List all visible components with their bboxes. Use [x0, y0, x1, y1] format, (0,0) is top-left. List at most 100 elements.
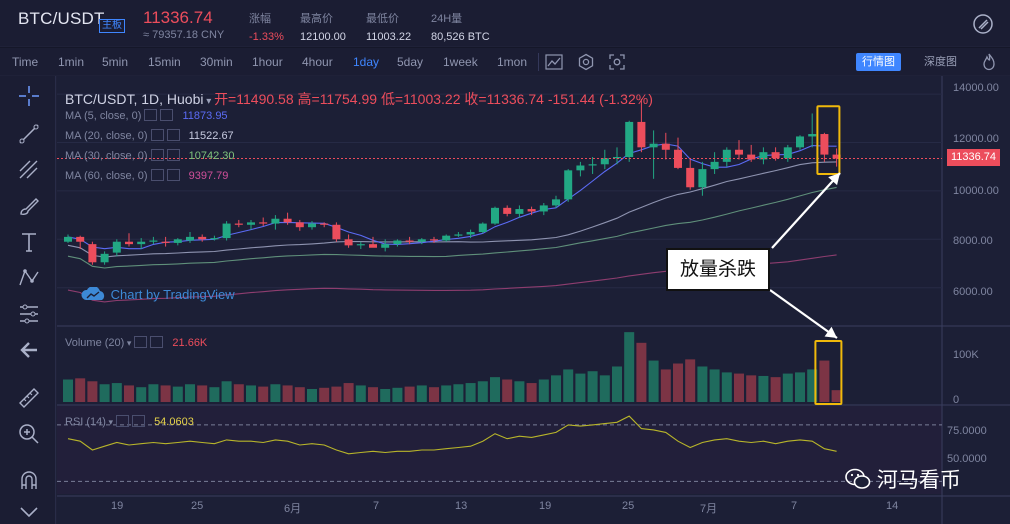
- ma20-value: 11522.67: [188, 130, 234, 142]
- chart-type-icon[interactable]: [545, 53, 563, 71]
- settings-icon[interactable]: [150, 129, 164, 141]
- settings-icon[interactable]: [150, 149, 164, 161]
- date-tick: 13: [455, 500, 468, 512]
- settings-icon[interactable]: [150, 169, 164, 181]
- close-icon[interactable]: [166, 149, 180, 161]
- trend-line-icon[interactable]: [17, 122, 41, 146]
- volume-bar: [831, 390, 842, 402]
- candle-body: [552, 199, 560, 206]
- candle-body: [381, 244, 390, 248]
- volume-bar: [795, 372, 805, 402]
- ma5-legend[interactable]: MA (5, close, 0) 11873.95: [65, 109, 228, 122]
- wechat-watermark: 河马看币: [845, 464, 961, 494]
- volume-bar: [331, 386, 342, 402]
- candle-body: [649, 143, 658, 148]
- candle-body: [234, 223, 243, 225]
- interval-1week[interactable]: 1week: [443, 55, 478, 69]
- volume-bar: [160, 385, 171, 402]
- volume-legend[interactable]: Volume (20) ▾ 21.66K: [65, 336, 208, 349]
- interval-30min[interactable]: 30min: [200, 55, 233, 69]
- stat-high: 最高价 12100.00: [300, 13, 346, 43]
- candle-body: [527, 209, 536, 212]
- candle-body: [112, 241, 121, 253]
- ma20-legend[interactable]: MA (20, close, 0) 11522.67: [65, 129, 234, 142]
- tab-depth-chart[interactable]: 深度图: [924, 56, 957, 68]
- volume-bar: [246, 385, 256, 402]
- volume-bar: [648, 360, 659, 402]
- candle-body: [259, 222, 268, 224]
- interval-1hour[interactable]: 1hour: [252, 55, 283, 69]
- volume-bar: [502, 379, 513, 402]
- candle-body: [283, 218, 292, 223]
- candle-body: [344, 239, 353, 246]
- interval-15min[interactable]: 15min: [148, 55, 181, 69]
- interval-1day[interactable]: 1day: [353, 55, 380, 69]
- projection-icon[interactable]: [17, 302, 41, 326]
- ma-line: [67, 161, 837, 258]
- ma30-legend[interactable]: MA (30, close, 0) 10742.30: [65, 149, 235, 162]
- ohlc-symbol[interactable]: BTC/USDT, 1D, Huobi: [65, 91, 204, 107]
- price-chart[interactable]: BTC/USDT, 1D, Huobi ▾ 开=11490.58 高=11754…: [57, 76, 1010, 524]
- close-icon[interactable]: [166, 169, 180, 181]
- tradingview-watermark[interactable]: Chart by TradingView: [81, 286, 235, 302]
- settings-icon[interactable]: [134, 336, 148, 348]
- back-arrow-icon[interactable]: [17, 338, 41, 362]
- volume-bar: [111, 383, 122, 402]
- volume-bar: [465, 383, 476, 402]
- interval-5day[interactable]: 5day: [397, 55, 424, 69]
- highlight-box-price: [816, 105, 841, 175]
- pair-name[interactable]: BTC/USDT: [18, 9, 105, 28]
- settings-icon[interactable]: [577, 53, 595, 71]
- brush-icon[interactable]: [972, 13, 994, 35]
- volume-bar: [124, 385, 134, 402]
- volume-tick: 0: [953, 394, 960, 406]
- interval-1min[interactable]: 1min: [58, 55, 85, 69]
- volume-bar: [404, 386, 415, 402]
- annotation-callout: 放量杀跌: [666, 248, 770, 291]
- volume-bar: [734, 373, 744, 402]
- pattern-icon[interactable]: [17, 266, 41, 290]
- interval-5min[interactable]: 5min: [102, 55, 129, 69]
- date-tick: 25: [622, 500, 635, 512]
- close-icon[interactable]: [166, 129, 180, 141]
- candle-body: [369, 244, 377, 248]
- interval-time[interactable]: Time: [12, 55, 39, 69]
- chevron-down-icon[interactable]: [17, 500, 41, 524]
- tab-market-chart[interactable]: 行情图: [856, 53, 901, 71]
- date-tick: 19: [539, 500, 552, 512]
- volume-bar: [551, 375, 561, 402]
- date-tick: 14: [886, 500, 899, 512]
- volume-bar: [294, 387, 305, 402]
- interval-1mon[interactable]: 1mon: [497, 55, 528, 69]
- candle-body: [295, 222, 304, 228]
- ma-line: [67, 143, 837, 250]
- screenshot-icon[interactable]: [608, 53, 626, 71]
- close-icon[interactable]: [150, 336, 164, 348]
- candle-body: [454, 234, 463, 236]
- settings-icon[interactable]: [144, 109, 158, 121]
- candle-body: [198, 236, 207, 240]
- rsi-pane-bg: [57, 406, 942, 494]
- candle-body: [161, 241, 170, 243]
- magnet-icon[interactable]: [17, 469, 41, 493]
- close-icon[interactable]: [160, 109, 174, 121]
- rsi-line: [67, 415, 837, 455]
- flame-icon[interactable]: [980, 53, 998, 71]
- interval-4hour[interactable]: 4hour: [302, 55, 333, 69]
- text-tool-icon[interactable]: [17, 230, 41, 254]
- candlestick-plot[interactable]: [57, 76, 1010, 524]
- zoom-in-icon[interactable]: [17, 422, 41, 446]
- candle-body: [405, 240, 414, 242]
- date-tick: 7月: [700, 503, 718, 515]
- close-icon[interactable]: [132, 415, 145, 427]
- candle-body: [661, 143, 670, 150]
- candle-body: [100, 253, 109, 263]
- date-tick: 25: [191, 500, 204, 512]
- ruler-icon[interactable]: [17, 386, 41, 410]
- rsi-legend[interactable]: RSI (14) ▾ 54.0603: [65, 415, 194, 428]
- fib-retracement-icon[interactable]: [17, 158, 41, 182]
- ma60-legend[interactable]: MA (60, close, 0) 9397.79: [65, 169, 229, 182]
- brush-draw-icon[interactable]: [17, 194, 41, 218]
- crosshair-icon[interactable]: [17, 84, 41, 108]
- settings-icon[interactable]: [116, 415, 129, 427]
